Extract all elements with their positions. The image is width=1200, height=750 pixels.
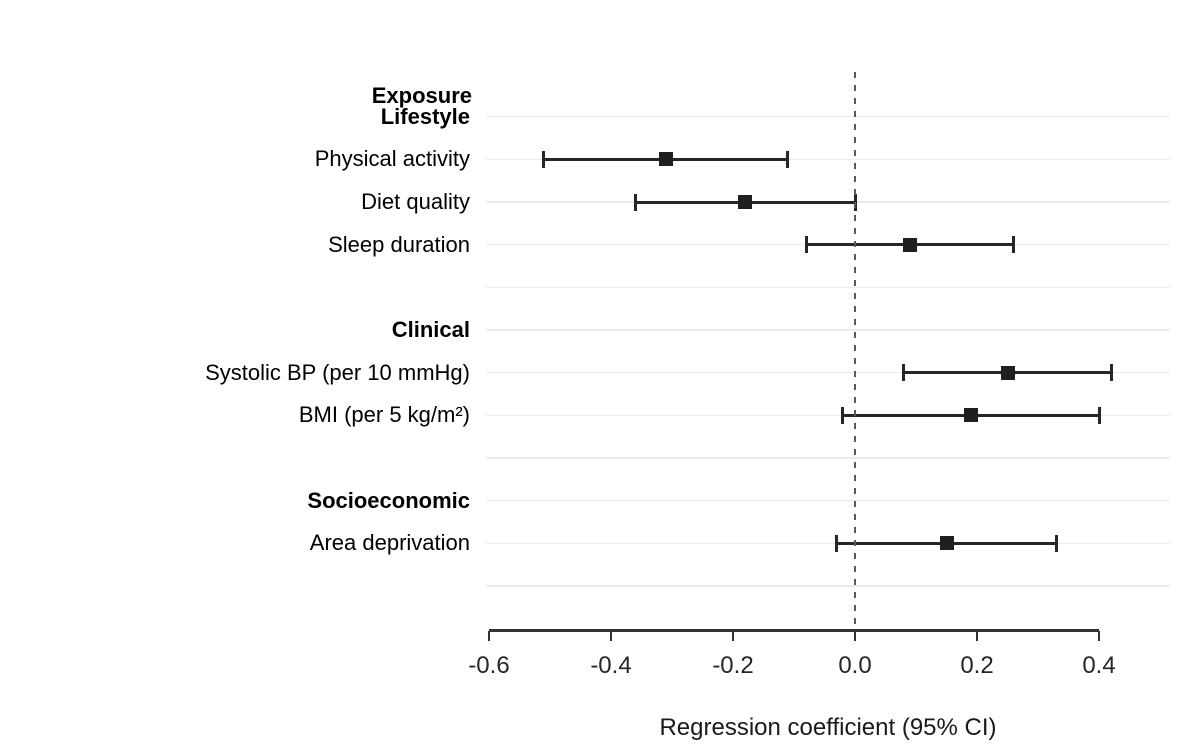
x-axis-tick (854, 631, 856, 641)
x-axis-tick (732, 631, 734, 641)
x-axis-tick (976, 631, 978, 641)
point-estimate-marker (658, 152, 673, 167)
gridline (486, 371, 1170, 374)
row-label: Diet quality (361, 189, 470, 215)
x-axis-tick (1098, 631, 1100, 641)
ci-cap-right (1109, 364, 1113, 382)
ci-cap-left (804, 236, 808, 254)
x-axis-tick-label: -0.6 (468, 652, 510, 679)
gridline (486, 457, 1170, 459)
ci-cap-right (1054, 534, 1058, 552)
point-estimate-marker (1000, 365, 1015, 380)
point-estimate-marker (939, 536, 954, 551)
exposure-column-header: Exposure (371, 82, 472, 108)
row-label: Area deprivation (309, 530, 470, 556)
category-header-label: Socioeconomic (307, 487, 470, 513)
x-axis-tick-label: 0.2 (960, 652, 994, 679)
x-axis-tick-label: -0.4 (590, 652, 632, 679)
gridline (486, 158, 1170, 161)
ci-cap-right (1012, 236, 1016, 254)
point-estimate-marker (738, 195, 753, 210)
category-header-label: Clinical (391, 317, 470, 343)
row-label: Systolic BP (per 10 mmHg) (205, 359, 470, 385)
point-estimate-marker (902, 237, 917, 252)
category-header-label: Lifestyle (380, 103, 470, 129)
row-label: BMI (per 5 kg/m²) (298, 402, 470, 428)
gridline (486, 329, 1170, 331)
ci-cap-left (633, 193, 637, 211)
gridline (486, 585, 1170, 587)
ci-cap-right (786, 150, 790, 168)
ci-cap-right (1097, 406, 1101, 424)
gridline (486, 115, 1170, 118)
gridline (486, 414, 1170, 417)
row-label: Physical activity (314, 146, 470, 172)
x-axis-tick (488, 631, 490, 641)
reference-line (854, 72, 856, 629)
x-axis-tick-label: 0.0 (838, 652, 872, 679)
x-axis-line (489, 629, 1099, 632)
gridline (486, 542, 1170, 545)
point-estimate-marker (963, 408, 978, 423)
x-axis-tick-label: -0.2 (712, 652, 754, 679)
ci-cap-left (835, 534, 839, 552)
ci-cap-left (841, 406, 845, 424)
x-axis-title: Regression coefficient (95% CI) (659, 714, 997, 741)
x-axis-tick (610, 631, 612, 641)
row-label: Sleep duration (328, 231, 470, 257)
ci-cap-left (542, 150, 546, 168)
gridline (486, 499, 1170, 502)
gridline (486, 286, 1170, 289)
ci-cap-left (902, 364, 906, 382)
x-axis-tick-label: 0.4 (1082, 652, 1116, 679)
